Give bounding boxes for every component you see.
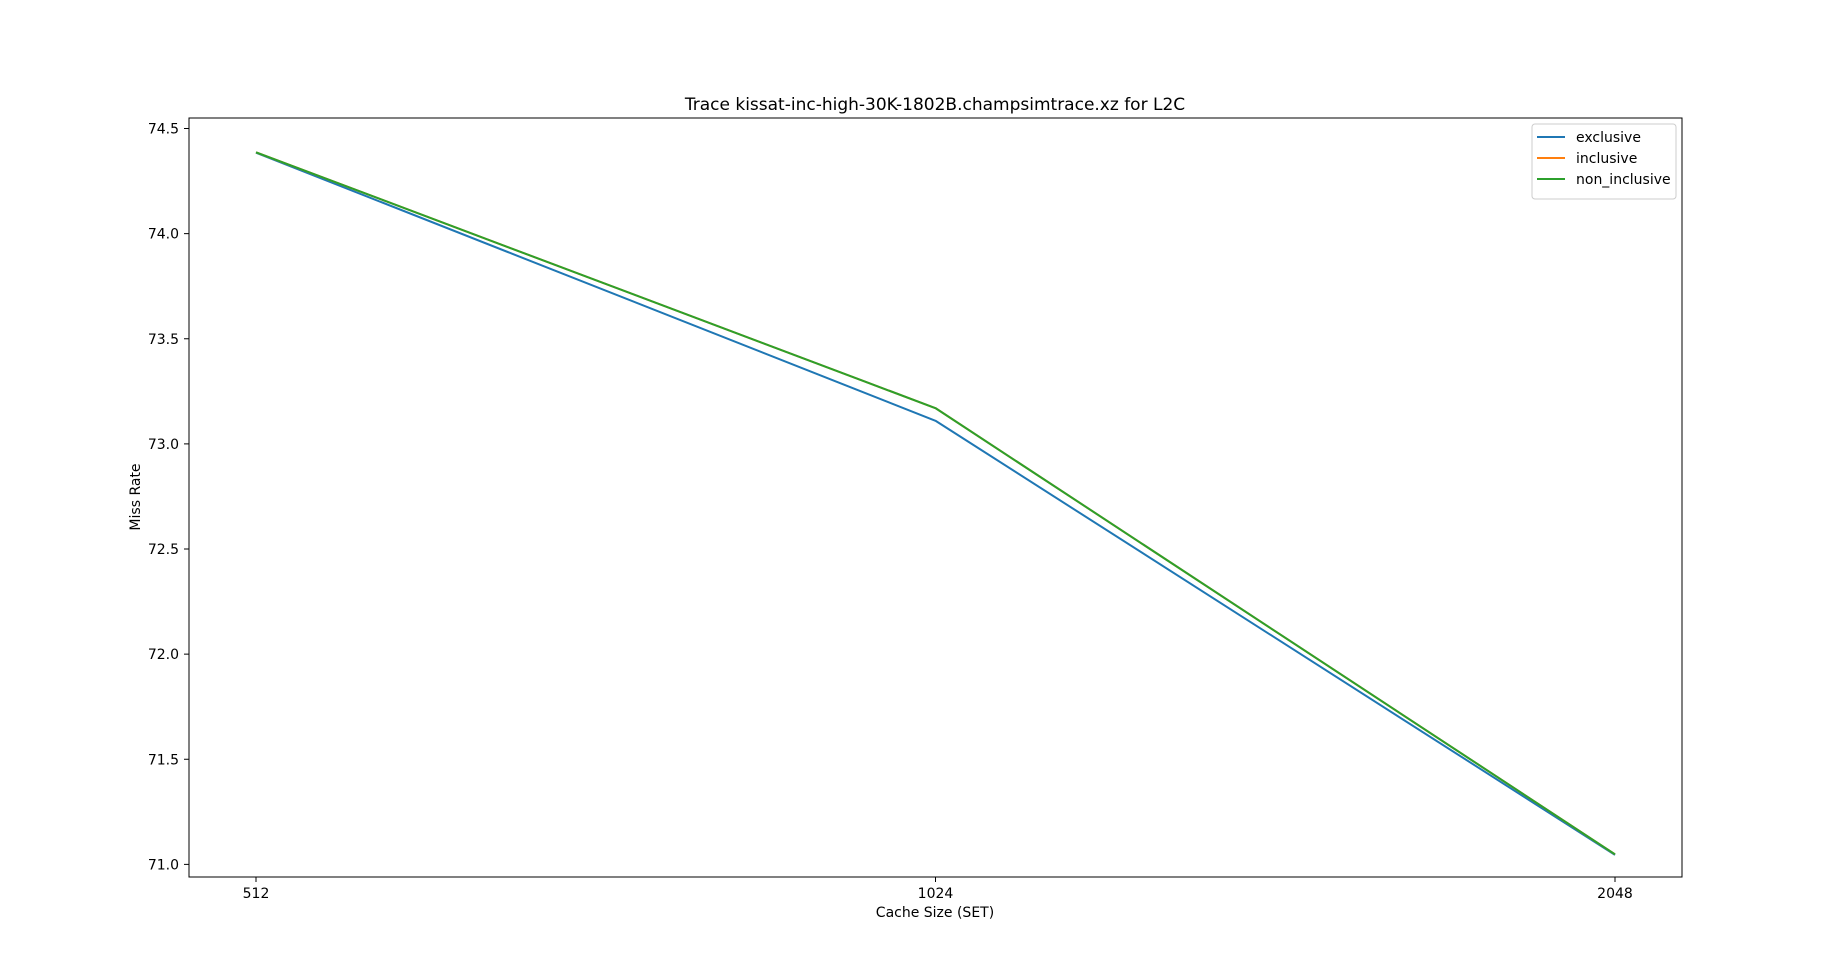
y-tick-label: 71.5 bbox=[148, 752, 179, 768]
legend: exclusive inclusive non_inclusive bbox=[1531, 123, 1677, 200]
x-axis-label: Cache Size (SET) bbox=[876, 905, 994, 921]
plot-frame bbox=[188, 117, 1683, 878]
y-axis-label: Miss Rate bbox=[128, 463, 144, 530]
series-lines bbox=[255, 151, 1616, 856]
y-tick-label: 73.5 bbox=[148, 332, 179, 348]
x-tick-label: 512 bbox=[243, 886, 270, 902]
y-tick-label: 74.0 bbox=[148, 227, 179, 243]
plot-area bbox=[188, 117, 1683, 878]
legend-box bbox=[1531, 123, 1677, 200]
y-tick-label: 73.0 bbox=[148, 437, 179, 453]
legend-label: inclusive bbox=[1576, 151, 1637, 167]
x-tick-label: 1024 bbox=[918, 886, 954, 902]
y-tick-label: 74.5 bbox=[148, 122, 179, 138]
y-tick-label: 71.0 bbox=[148, 857, 179, 873]
x-tick-label: 2048 bbox=[1597, 886, 1633, 902]
series-line-exclusive bbox=[255, 151, 1616, 856]
legend-label: non_inclusive bbox=[1576, 172, 1671, 188]
y-tick-label: 72.0 bbox=[148, 647, 179, 663]
y-tick-label: 72.5 bbox=[148, 542, 179, 558]
legend-label: exclusive bbox=[1576, 130, 1641, 146]
series-line-non-inclusive bbox=[255, 151, 1616, 856]
y-axis: 71.0 71.5 72.0 72.5 73.0 73.5 74.0 74.5 bbox=[148, 122, 189, 873]
chart-title: Trace kissat-inc-high-30K-1802B.champsim… bbox=[684, 95, 1185, 115]
x-axis: 512 1024 2048 bbox=[243, 877, 1633, 902]
